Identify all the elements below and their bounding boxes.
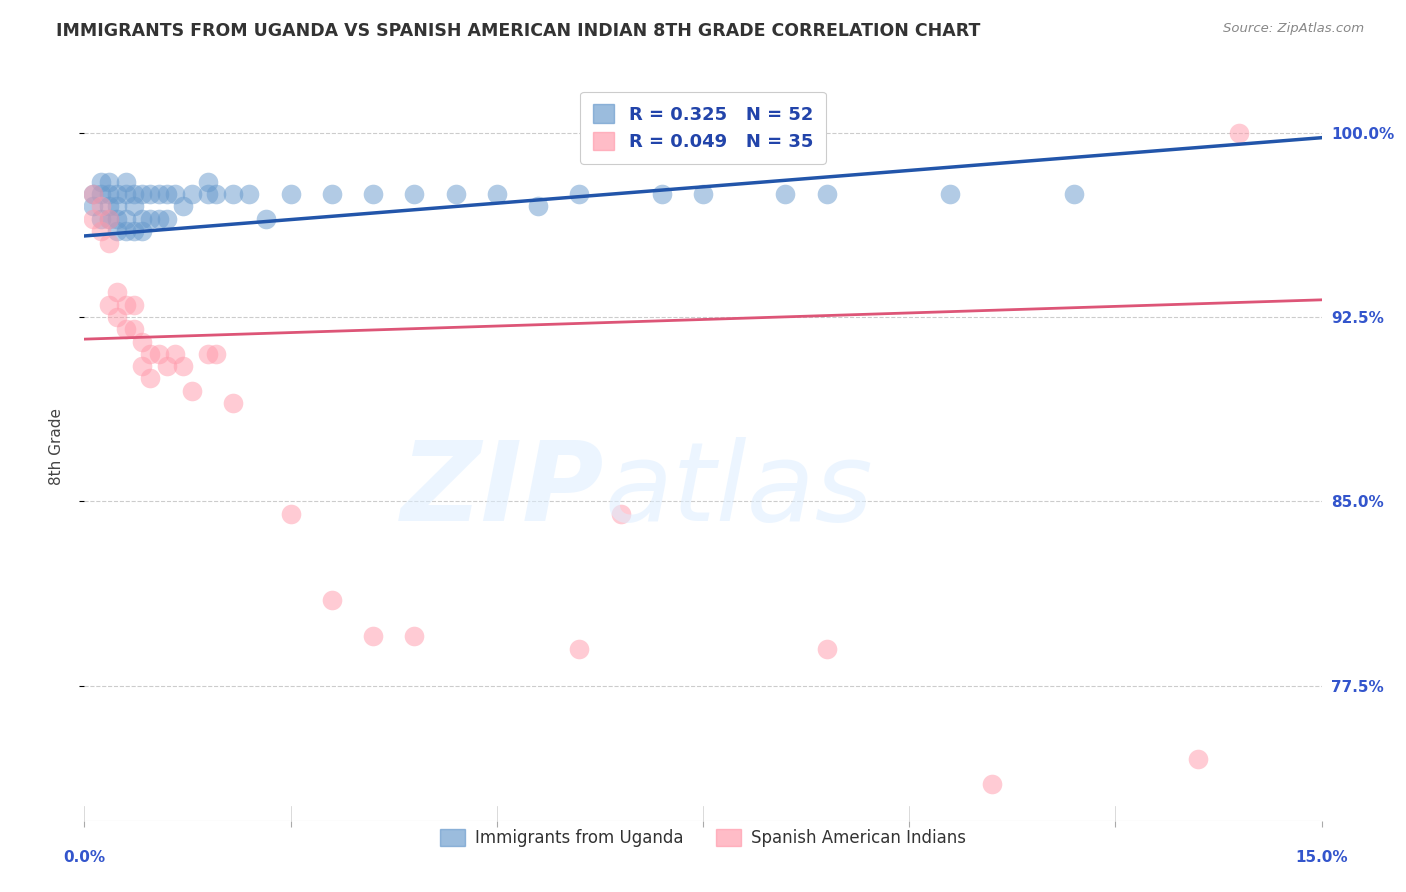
Point <box>222 396 245 410</box>
Point <box>82 211 104 226</box>
Point <box>939 187 962 202</box>
Point <box>114 187 136 202</box>
Point <box>172 199 194 213</box>
Point <box>139 211 162 226</box>
Point <box>98 175 121 189</box>
Point <box>131 224 153 238</box>
Point <box>180 187 202 202</box>
Point <box>131 359 153 373</box>
Text: 0.0%: 0.0% <box>63 850 105 865</box>
Point <box>485 187 508 202</box>
Point <box>444 187 467 202</box>
Point <box>90 211 112 226</box>
Point <box>404 629 426 643</box>
Point <box>114 175 136 189</box>
Point <box>105 310 128 324</box>
Point <box>568 187 591 202</box>
Point <box>98 298 121 312</box>
Point <box>98 199 121 213</box>
Point <box>568 641 591 656</box>
Point <box>131 211 153 226</box>
Point <box>1227 126 1250 140</box>
Point <box>404 187 426 202</box>
Point <box>651 187 673 202</box>
Point <box>82 199 104 213</box>
Text: ZIP: ZIP <box>401 437 605 544</box>
Point <box>280 507 302 521</box>
Point <box>105 285 128 300</box>
Point <box>131 187 153 202</box>
Point <box>114 322 136 336</box>
Point <box>90 175 112 189</box>
Point <box>815 641 838 656</box>
Point <box>98 236 121 251</box>
Point <box>321 592 343 607</box>
Point <box>172 359 194 373</box>
Point <box>98 187 121 202</box>
Point <box>98 211 121 226</box>
Point <box>1063 187 1085 202</box>
Point <box>122 322 145 336</box>
Point <box>197 347 219 361</box>
Point <box>165 347 187 361</box>
Point <box>254 211 277 226</box>
Point <box>148 347 170 361</box>
Point <box>156 211 179 226</box>
Point <box>90 187 112 202</box>
Text: atlas: atlas <box>605 437 873 544</box>
Point <box>165 187 187 202</box>
Point <box>815 187 838 202</box>
Text: Source: ZipAtlas.com: Source: ZipAtlas.com <box>1223 22 1364 36</box>
Point <box>122 187 145 202</box>
Point <box>139 347 162 361</box>
Point <box>775 187 797 202</box>
Legend: Immigrants from Uganda, Spanish American Indians: Immigrants from Uganda, Spanish American… <box>433 822 973 854</box>
Text: 15.0%: 15.0% <box>1295 850 1348 865</box>
Point <box>122 199 145 213</box>
Point <box>114 211 136 226</box>
Point <box>609 507 631 521</box>
Point <box>180 384 202 398</box>
Point <box>1187 752 1209 766</box>
Y-axis label: 8th Grade: 8th Grade <box>49 408 63 484</box>
Point <box>105 187 128 202</box>
Point <box>205 347 228 361</box>
Point <box>197 187 219 202</box>
Point <box>527 199 550 213</box>
Text: IMMIGRANTS FROM UGANDA VS SPANISH AMERICAN INDIAN 8TH GRADE CORRELATION CHART: IMMIGRANTS FROM UGANDA VS SPANISH AMERIC… <box>56 22 980 40</box>
Point <box>980 777 1002 791</box>
Point <box>280 187 302 202</box>
Point <box>361 187 384 202</box>
Point <box>148 187 170 202</box>
Point <box>156 359 179 373</box>
Point <box>105 224 128 238</box>
Point <box>114 224 136 238</box>
Point <box>90 199 112 213</box>
Point <box>139 187 162 202</box>
Point <box>122 224 145 238</box>
Point <box>321 187 343 202</box>
Point <box>122 298 145 312</box>
Point <box>131 334 153 349</box>
Point <box>205 187 228 202</box>
Point <box>197 175 219 189</box>
Point <box>361 629 384 643</box>
Point <box>82 187 104 202</box>
Point <box>139 371 162 385</box>
Point <box>90 224 112 238</box>
Point <box>222 187 245 202</box>
Point <box>692 187 714 202</box>
Point <box>82 187 104 202</box>
Point <box>105 211 128 226</box>
Point <box>156 187 179 202</box>
Point <box>114 298 136 312</box>
Point <box>105 199 128 213</box>
Point <box>98 211 121 226</box>
Point <box>238 187 260 202</box>
Point <box>148 211 170 226</box>
